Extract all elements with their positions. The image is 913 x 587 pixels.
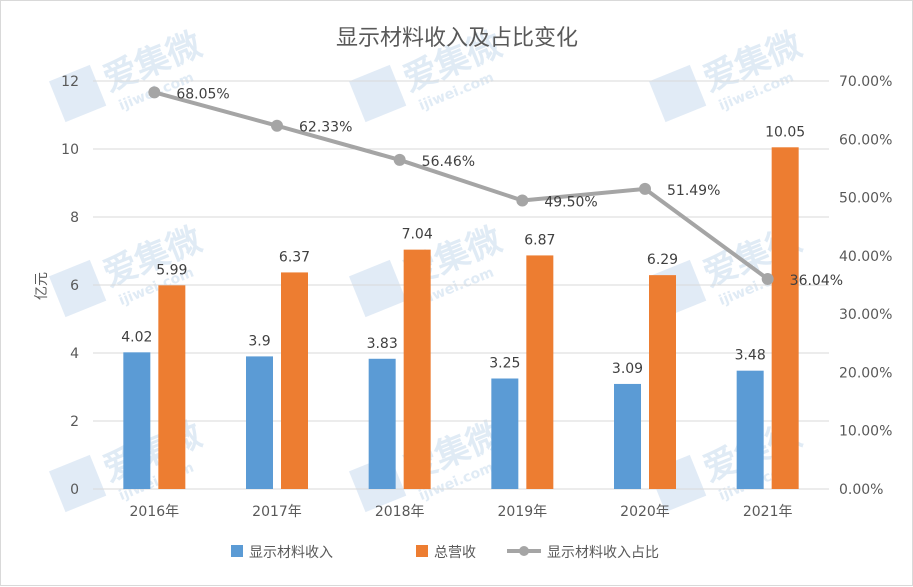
line-marks — [148, 86, 774, 285]
y2-tick-label: 30.00% — [839, 307, 892, 323]
x-tick-label: 2017年 — [252, 504, 302, 520]
bar-display-material-revenue — [368, 358, 396, 489]
line-point-share — [271, 119, 283, 132]
bar-total-revenue — [771, 147, 799, 490]
data-label-total-revenue: 7.04 — [402, 227, 433, 243]
data-label-share: 56.46% — [422, 154, 475, 170]
y-tick-label: 0 — [70, 482, 79, 498]
data-label-display-material-revenue: 3.9 — [248, 333, 270, 349]
y-tick-label: 6 — [70, 278, 79, 294]
y2-tick-label: 20.00% — [839, 365, 892, 381]
y2-tick-label: 10.00% — [839, 424, 892, 440]
data-label-share: 36.04% — [790, 273, 843, 289]
data-label-total-revenue: 6.87 — [524, 232, 555, 248]
data-label-share: 68.05% — [176, 86, 229, 102]
bar-display-material-revenue — [123, 352, 151, 489]
bar-display-material-revenue — [736, 370, 764, 489]
line-point-share — [761, 272, 774, 285]
legend-label: 总营收 — [434, 545, 476, 561]
data-label-total-revenue: 10.05 — [765, 124, 805, 140]
data-label-display-material-revenue: 4.02 — [121, 329, 152, 345]
x-tick-label: 2019年 — [498, 504, 548, 520]
x-tick-label: 2021年 — [743, 504, 793, 520]
bar-total-revenue — [526, 255, 554, 489]
data-label-display-material-revenue: 3.25 — [489, 356, 520, 372]
bar-total-revenue — [158, 285, 186, 489]
bar-display-material-revenue — [246, 356, 273, 489]
legend-item-share: 显示材料收入占比 — [507, 545, 659, 561]
line-share — [153, 90, 769, 281]
y2-tick-label: 70.00% — [839, 74, 892, 90]
legend-swatch — [231, 545, 243, 557]
y-tick-label: 10 — [61, 142, 79, 158]
grid-lines — [93, 80, 829, 490]
legend-item-total-revenue: 总营收 — [416, 545, 476, 561]
legend-item-display-material-revenue: 显示材料收入 — [231, 545, 333, 561]
y2-tick-label: 50.00% — [839, 191, 892, 207]
watermark-logo-box — [49, 64, 107, 123]
bar-total-revenue — [649, 275, 676, 489]
watermark-logo-box — [49, 454, 107, 513]
legend-label: 显示材料收入占比 — [547, 545, 659, 561]
data-label-share: 51.49% — [667, 183, 720, 199]
data-label-total-revenue: 6.37 — [279, 249, 310, 265]
bar-marks — [123, 147, 799, 490]
legend-swatch-marker — [519, 546, 529, 556]
data-labels: 4.02 3.9 3.83 3.25 3.09 3.48 5.99 6.37 7.04 6.87 6… — [121, 86, 843, 377]
bar-display-material-revenue — [491, 378, 519, 489]
line-point-share — [393, 153, 406, 166]
x-tick-label: 2016年 — [130, 504, 180, 520]
data-label-total-revenue: 5.99 — [156, 262, 187, 278]
y-axis-label: 亿元 — [34, 272, 50, 300]
data-label-share: 62.33% — [299, 120, 352, 136]
bar-total-revenue — [403, 249, 431, 489]
y-tick-label: 4 — [70, 346, 79, 362]
data-label-display-material-revenue: 3.83 — [367, 336, 398, 352]
data-label-share: 49.50% — [544, 194, 597, 210]
axis-labels: 0 2 4 6 8 10 12 0.00% 10.00% 20.00% 30.00% 40.00% 50… — [61, 74, 892, 520]
watermark-logo-box — [649, 64, 707, 123]
line-point-share — [516, 194, 529, 207]
x-tick-label: 2018年 — [375, 504, 425, 520]
watermark-logo-box — [349, 259, 407, 318]
bar-display-material-revenue — [614, 383, 641, 489]
line-point-share — [639, 182, 651, 195]
y-tick-label: 2 — [70, 414, 79, 430]
legend: 显示材料收入 总营收 显示材料收入占比 — [231, 545, 659, 561]
chart-title: 显示材料收入及占比变化 — [336, 26, 578, 51]
data-label-display-material-revenue: 3.48 — [735, 348, 766, 364]
x-tick-label: 2020年 — [620, 504, 670, 520]
legend-label: 显示材料收入 — [249, 545, 333, 561]
y2-tick-label: 60.00% — [839, 132, 892, 148]
data-label-total-revenue: 6.29 — [647, 252, 678, 268]
line-point-share — [148, 86, 161, 99]
legend-swatch — [416, 545, 428, 557]
y-tick-label: 8 — [70, 210, 79, 226]
y-tick-label: 12 — [61, 74, 79, 90]
y2-tick-label: 0.00% — [839, 482, 883, 498]
bar-total-revenue — [281, 272, 308, 489]
data-label-display-material-revenue: 3.09 — [612, 361, 643, 377]
watermark-logo-box — [349, 64, 407, 123]
y2-tick-label: 40.00% — [839, 249, 892, 265]
watermark-logo-box — [49, 259, 107, 318]
